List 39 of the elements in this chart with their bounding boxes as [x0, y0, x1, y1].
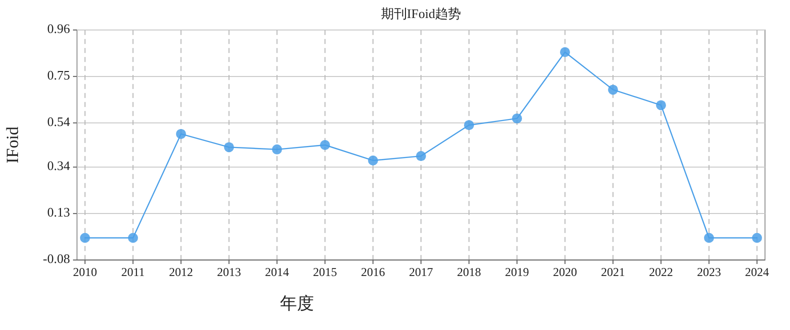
x-tick-label: 2018 [457, 265, 481, 279]
chart-title: 期刊IFoid趋势 [380, 6, 462, 21]
y-axis-title: IFoid [3, 126, 22, 164]
x-tick-label: 2021 [601, 265, 625, 279]
point [128, 232, 138, 243]
point [320, 140, 330, 150]
x-tick-label: 2012 [169, 265, 193, 279]
point [608, 84, 618, 95]
y-tick-label: 0.75 [47, 67, 70, 82]
x-tick-label: 2010 [73, 265, 97, 279]
y-tick-label: -0.08 [42, 250, 70, 266]
point [464, 120, 474, 130]
y-tick-label: 0.34 [47, 158, 70, 174]
point [416, 151, 426, 162]
point [704, 232, 714, 243]
x-tick-label: 2020 [553, 265, 577, 279]
x-tick-label: 2019 [505, 265, 529, 279]
x-tick-label: 2014 [265, 265, 289, 279]
point [224, 142, 234, 152]
x-axis-title: 年度 [280, 294, 314, 313]
point [80, 232, 90, 243]
x-tick-label: 2015 [313, 265, 337, 279]
point [560, 47, 570, 58]
point [656, 100, 666, 110]
y-tick-label: 0.54 [47, 114, 70, 129]
x-tick-label: 2017 [409, 265, 433, 279]
x-tick-label: 2013 [217, 265, 241, 279]
point [272, 144, 282, 154]
x-tick-label: 2022 [649, 265, 673, 279]
y-tick-label: 0.96 [47, 20, 70, 36]
point [512, 113, 522, 124]
point [176, 128, 186, 139]
x-tick-label: 2011 [121, 265, 145, 279]
point [368, 155, 378, 166]
x-tick-label: 2024 [745, 265, 769, 279]
point [752, 232, 762, 243]
x-tick-label: 2016 [361, 265, 385, 279]
x-tick-label: 2023 [697, 265, 721, 279]
y-tick-label: 0.13 [47, 204, 70, 220]
